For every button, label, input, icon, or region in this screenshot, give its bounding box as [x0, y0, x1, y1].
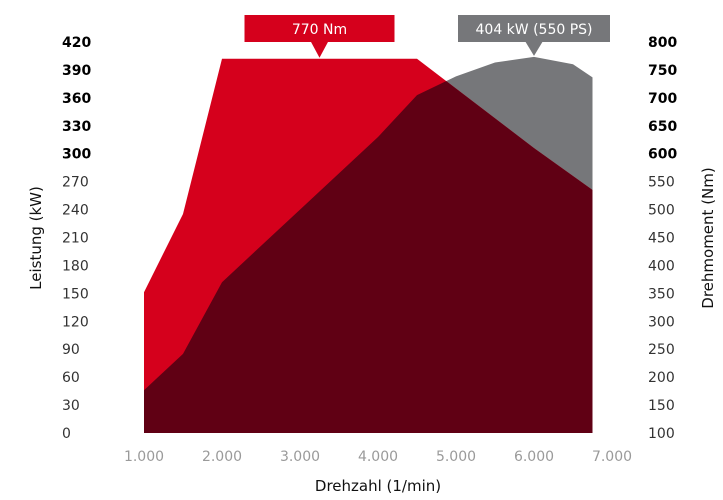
y-left-axis-title: Leistung (kW): [27, 186, 45, 290]
y-right-tick-label: 800: [648, 35, 677, 51]
x-tick-label: 3.000: [280, 449, 320, 465]
y-left-tick-label: 390: [62, 63, 91, 79]
y-right-tick-label: 100: [648, 426, 675, 442]
x-tick-label: 7.000: [592, 449, 632, 465]
y-right-tick-label: 650: [648, 119, 677, 135]
y-left-tick-label: 30: [62, 398, 80, 414]
x-tick-label: 1.000: [124, 449, 164, 465]
y-right-tick-label: 550: [648, 175, 675, 191]
y-right-tick-label: 200: [648, 370, 675, 386]
y-left-tick-label: 270: [62, 175, 89, 191]
y-left-tick-label: 210: [62, 231, 89, 247]
y-left-tick-label: 300: [62, 147, 91, 163]
y-left-tick-label: 420: [62, 35, 91, 51]
y-left-tick-label: 330: [62, 119, 91, 135]
y-left-tick-label: 90: [62, 342, 80, 358]
y-left-tick-label: 360: [62, 91, 91, 107]
torque-peak-callout-label: 770 Nm: [292, 22, 347, 38]
y-right-tick-label: 700: [648, 91, 677, 107]
x-tick-label: 6.000: [514, 449, 554, 465]
y-right-axis-title: Drehmoment (Nm): [699, 167, 717, 308]
x-tick-label: 5.000: [436, 449, 476, 465]
power-peak-callout: 404 kW (550 PS): [458, 15, 610, 56]
y-right-tick-label: 250: [648, 342, 675, 358]
power-peak-callout-label: 404 kW (550 PS): [476, 22, 593, 38]
y-right-tick-label: 500: [648, 203, 675, 219]
y-right-tick-label: 300: [648, 314, 675, 330]
y-right-tick-label: 150: [648, 398, 675, 414]
torque-peak-callout: 770 Nm: [244, 15, 395, 58]
x-axis-title: Drehzahl (1/min): [315, 477, 441, 495]
y-right-tick-label: 350: [648, 286, 675, 302]
x-tick-label: 2.000: [202, 449, 242, 465]
y-right-tick-label: 400: [648, 258, 675, 274]
x-tick-label: 4.000: [358, 449, 398, 465]
y-left-tick-label: 180: [62, 258, 89, 274]
y-right-tick-label: 750: [648, 63, 677, 79]
y-right-tick-label: 450: [648, 231, 675, 247]
y-right-tick-label: 600: [648, 147, 677, 163]
y-left-tick-label: 60: [62, 370, 80, 386]
y-left-tick-label: 240: [62, 203, 89, 219]
y-left-tick-label: 120: [62, 314, 89, 330]
y-left-tick-label: 150: [62, 286, 89, 302]
y-left-tick-label: 0: [62, 426, 71, 442]
